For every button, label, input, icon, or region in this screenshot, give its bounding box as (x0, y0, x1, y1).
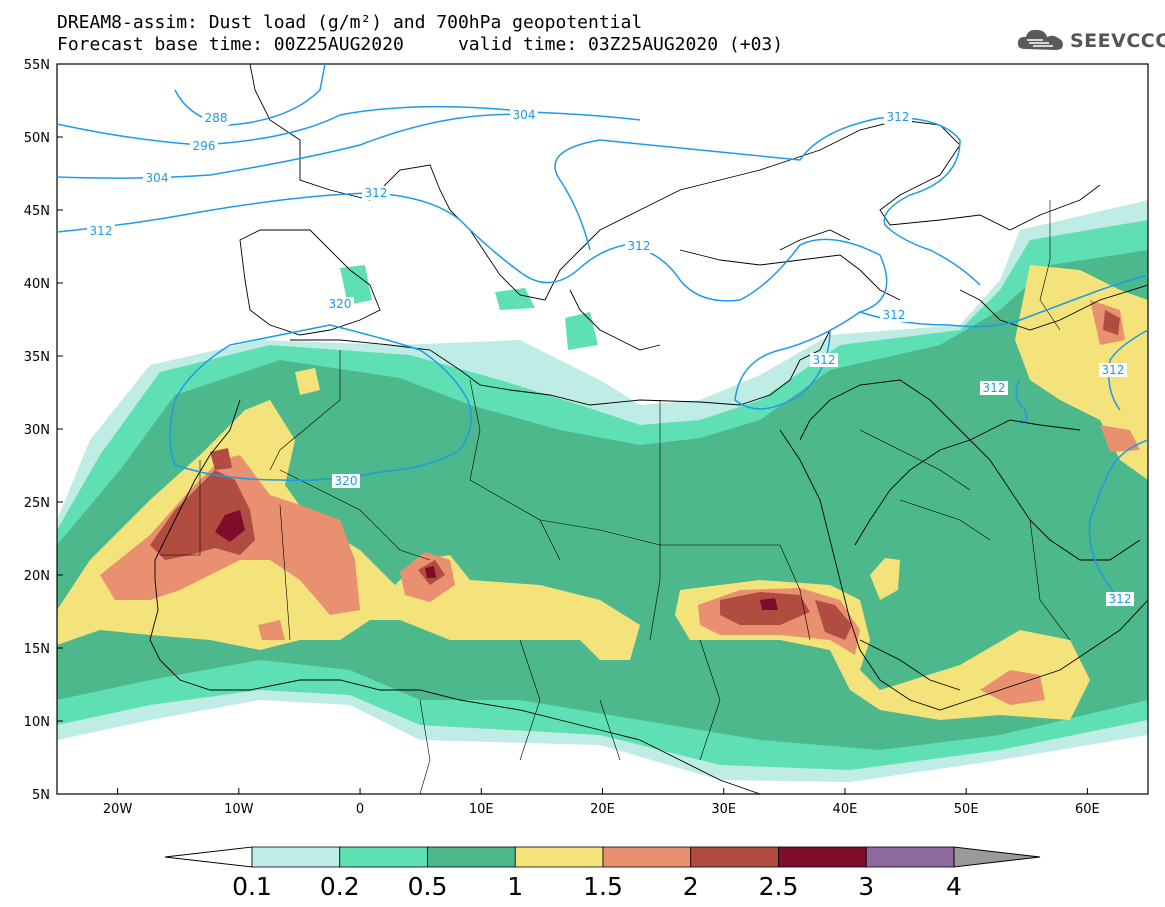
lon-label: 40E (833, 802, 858, 817)
lon-label: 50E (954, 802, 979, 817)
lon-label: 10W (224, 802, 254, 817)
contour-label-304: 304 (146, 171, 169, 185)
dust-fields (57, 200, 1148, 782)
colorbar (164, 846, 1041, 868)
contour-label-312: 312 (983, 381, 1006, 395)
contour-label-312: 312 (365, 186, 388, 200)
colorbar-tick-label: 1.5 (583, 872, 623, 901)
axis-ticks: 55N 50N 45N 40N 35N 30N 25N 20N 15N 10N 5N 20W 10W 0 1… (24, 58, 1100, 817)
dust-field-2.5 (215, 510, 245, 542)
lon-label: 10E (469, 802, 494, 817)
colorbar-segment (251, 846, 341, 868)
lat-label: 30N (24, 423, 50, 438)
lat-label: 35N (24, 350, 50, 365)
colorbar-tick-label: 0.1 (232, 872, 272, 901)
colorbar-segment (778, 846, 867, 868)
map-title: DREAM8-assim: Dust load (g/m²) and 700hP… (57, 12, 643, 33)
map-subtitle: Forecast base time: 00Z25AUG2020 valid t… (57, 34, 784, 55)
contour-label-296: 296 (193, 139, 216, 153)
dust-field-1 (57, 400, 640, 660)
contour-label-312: 312 (887, 110, 910, 124)
lon-label: 30E (711, 802, 736, 817)
lon-label: 60E (1075, 802, 1100, 817)
logo-text: SEEVCCC (1070, 30, 1165, 52)
contour-label-312: 312 (90, 224, 113, 238)
contour-labels: 288 296 304 304 312 312 312 312 312 312 … (87, 108, 1134, 606)
lat-label: 40N (24, 277, 50, 292)
colorbar-segment (865, 846, 955, 868)
lat-label: 50N (24, 131, 50, 146)
contour-label-288: 288 (205, 111, 228, 125)
contour-label-312: 312 (813, 353, 836, 367)
lat-label: 55N (24, 58, 50, 73)
colorbar-tick-label: 4 (946, 872, 962, 901)
colorbar-tick-label: 2 (682, 872, 699, 901)
colorbar-segment (690, 846, 779, 868)
colorbar-tick-label: 1 (507, 872, 524, 901)
colorbar-segment (339, 846, 428, 868)
contour-label-312: 312 (628, 239, 651, 253)
contour-label-312: 312 (1102, 363, 1125, 377)
lon-label: 0 (356, 802, 364, 817)
contour-label-312: 312 (883, 308, 906, 322)
lat-label: 20N (24, 569, 50, 584)
colorbar-under-triangle (164, 846, 253, 868)
lat-label: 45N (24, 204, 50, 219)
lat-label: 5N (32, 788, 50, 803)
colorbar-segment (514, 846, 604, 868)
colorbar-tick-label: 3 (858, 872, 875, 901)
colorbar-tick-label: 0.2 (319, 872, 360, 901)
lat-label: 15N (24, 642, 50, 657)
contour-label-312: 312 (1109, 592, 1132, 606)
lat-label: 25N (24, 496, 50, 511)
colorbar-tick-label: 0.5 (407, 872, 448, 901)
colorbar-tick-label: 2.5 (758, 872, 799, 901)
lat-label: 10N (24, 715, 50, 730)
country-borders (160, 200, 1071, 794)
cloud-icon (1017, 29, 1063, 50)
contour-label-320: 320 (329, 297, 352, 311)
contour-label-320: 320 (335, 474, 358, 488)
seevccc-logo: SEEVCCC (1015, 25, 1165, 59)
colorbar-segment (427, 846, 516, 868)
contour-label-304: 304 (513, 108, 536, 122)
colorbar-over-triangle (953, 846, 1041, 868)
lon-label: 20E (590, 802, 615, 817)
lon-label: 20W (103, 802, 133, 817)
colorbar-segment (602, 846, 692, 868)
